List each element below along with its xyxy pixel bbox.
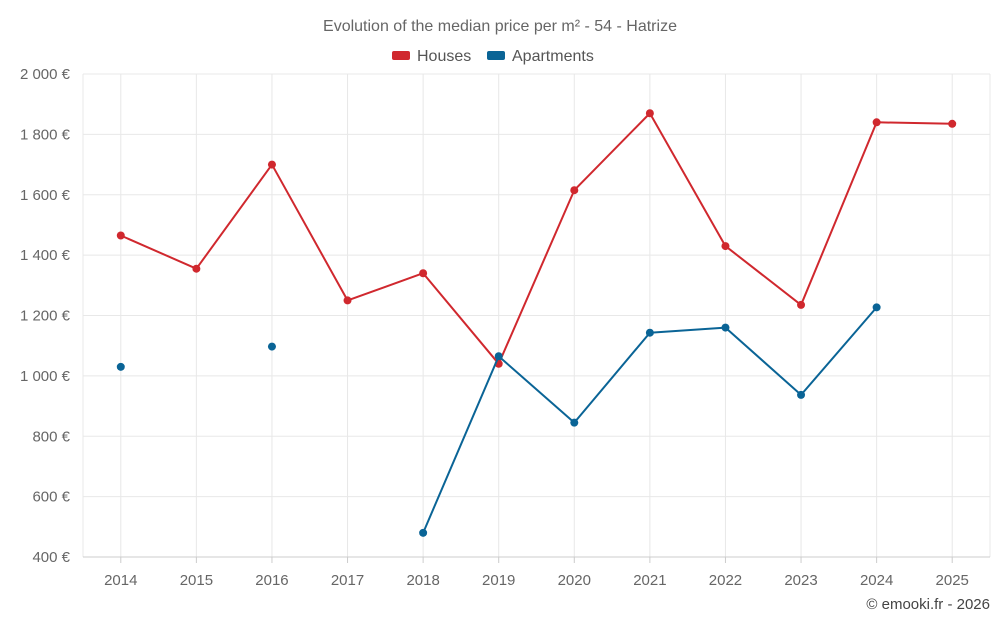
y-tick-label: 1 800 € xyxy=(20,126,71,143)
data-point-houses[interactable] xyxy=(267,160,276,169)
x-tick-label: 2020 xyxy=(558,572,591,589)
y-tick-label: 1 000 € xyxy=(20,368,71,385)
y-tick-label: 400 € xyxy=(32,549,70,566)
x-tick-label: 2014 xyxy=(104,572,137,589)
y-tick-label: 1 600 € xyxy=(20,187,71,204)
x-tick-label: 2024 xyxy=(860,572,893,589)
series-line-houses xyxy=(120,112,953,365)
credit-text: © emooki.fr - 2026 xyxy=(866,596,990,613)
data-point-houses[interactable] xyxy=(645,109,654,118)
data-point-apartments[interactable] xyxy=(872,303,881,312)
legend: Houses Apartments xyxy=(392,48,594,65)
data-point-houses[interactable] xyxy=(116,231,125,240)
data-point-apartments[interactable] xyxy=(267,342,276,351)
data-point-houses[interactable] xyxy=(797,300,806,309)
data-point-houses[interactable] xyxy=(570,186,579,195)
chart-title: Evolution of the median price per m² - 5… xyxy=(323,18,677,35)
data-point-apartments[interactable] xyxy=(494,352,503,361)
data-point-apartments[interactable] xyxy=(570,418,579,427)
y-tick-label: 800 € xyxy=(32,428,70,445)
y-tick-label: 1 200 € xyxy=(20,308,71,325)
x-tick-label: 2015 xyxy=(180,572,213,589)
x-tick-label: 2019 xyxy=(482,572,515,589)
y-axis: 400 € 600 € 800 € 1 000 € 1 200 € 1 400 € 1 60… xyxy=(20,66,71,566)
x-tick-label: 2018 xyxy=(406,572,439,589)
data-point-apartments[interactable] xyxy=(116,362,125,371)
data-point-houses[interactable] xyxy=(872,118,881,127)
y-tick-label: 2 000 € xyxy=(20,66,71,83)
x-tick-label: 2023 xyxy=(784,572,817,589)
legend-label-houses[interactable]: Houses xyxy=(417,48,471,65)
x-axis: 2014 2015 2016 2017 2018 2019 2020 2021 2022 2023… xyxy=(104,557,969,589)
data-point-apartments[interactable] xyxy=(721,323,730,332)
data-point-houses[interactable] xyxy=(192,264,201,273)
x-tick-label: 2025 xyxy=(936,572,969,589)
data-point-apartments[interactable] xyxy=(419,528,428,537)
grid xyxy=(82,73,991,558)
data-point-houses[interactable] xyxy=(343,296,352,305)
data-point-houses[interactable] xyxy=(721,242,730,251)
data-point-apartments[interactable] xyxy=(797,390,806,399)
x-tick-label: 2016 xyxy=(255,572,288,589)
x-tick-label: 2017 xyxy=(331,572,364,589)
x-tick-label: 2022 xyxy=(709,572,742,589)
data-point-houses[interactable] xyxy=(948,119,957,128)
data-point-apartments[interactable] xyxy=(645,328,654,337)
legend-swatch-houses xyxy=(392,51,410,60)
y-tick-label: 600 € xyxy=(32,489,70,506)
data-point-houses[interactable] xyxy=(419,269,428,278)
legend-label-apartments[interactable]: Apartments xyxy=(512,48,594,65)
x-tick-label: 2021 xyxy=(633,572,666,589)
legend-swatch-apartments xyxy=(487,51,505,60)
y-tick-label: 1 400 € xyxy=(20,247,71,264)
series-layer xyxy=(116,109,957,537)
